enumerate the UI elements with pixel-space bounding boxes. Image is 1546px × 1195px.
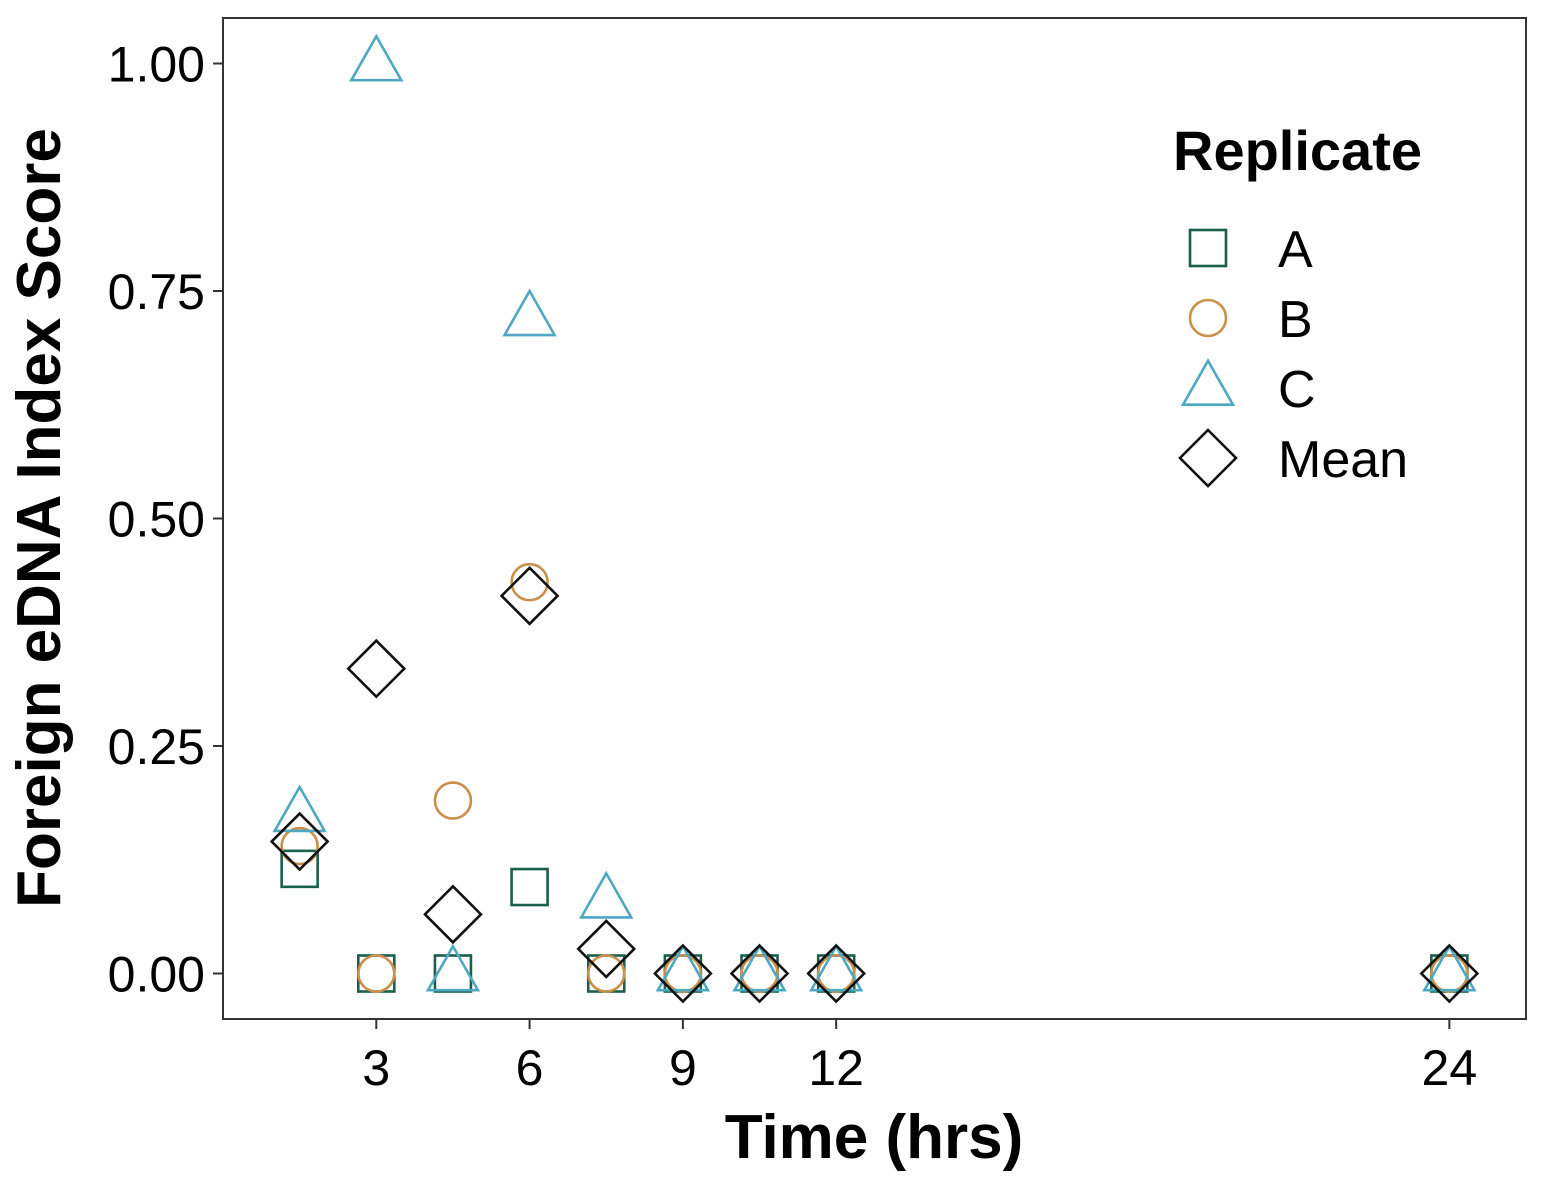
legend-label-b: B xyxy=(1278,291,1313,349)
y-tick-label: 0.75 xyxy=(108,264,205,320)
x-axis: 3 6 9 12 24 xyxy=(362,1019,1477,1096)
point-mean xyxy=(346,638,407,699)
x-tick-label: 12 xyxy=(808,1040,864,1096)
x-tick-label: 6 xyxy=(516,1040,544,1096)
point-b xyxy=(280,826,319,866)
x-tick-label: 3 xyxy=(362,1040,390,1096)
point-b xyxy=(510,562,549,602)
y-tick-label: 0.50 xyxy=(108,492,205,548)
legend-key-a xyxy=(1188,228,1228,268)
point-c xyxy=(1422,943,1477,992)
point-c xyxy=(349,33,404,82)
point-mean xyxy=(269,811,330,872)
legend-label-c: C xyxy=(1278,361,1316,419)
x-tick-label: 24 xyxy=(1422,1040,1478,1096)
legend-label-a: A xyxy=(1278,221,1313,279)
point-mean xyxy=(653,943,713,1004)
y-axis-title: Foreign eDNA Index Score xyxy=(5,128,74,908)
point-c xyxy=(425,943,481,992)
point-mean xyxy=(1419,943,1480,1004)
point-c xyxy=(808,943,864,992)
y-tick-label: 1.00 xyxy=(108,37,205,93)
point-a xyxy=(510,867,549,907)
point-mean xyxy=(806,943,867,1004)
data-points xyxy=(269,33,1480,1004)
point-b xyxy=(586,954,626,993)
point-mean xyxy=(729,943,790,1004)
legend-label-mean: Mean xyxy=(1278,431,1408,489)
point-a xyxy=(280,849,319,889)
y-tick-label: 0.25 xyxy=(108,719,205,775)
point-c xyxy=(655,943,711,992)
x-axis-title: Time (hrs) xyxy=(725,1103,1024,1172)
point-b xyxy=(433,781,473,820)
point-mean xyxy=(423,884,483,945)
y-tick-label: 0.00 xyxy=(108,947,205,1003)
point-mean xyxy=(499,566,560,626)
x-tick-label: 9 xyxy=(669,1040,697,1096)
legend: Replicate ABC Mean xyxy=(1173,119,1422,489)
point-b xyxy=(356,954,396,993)
y-axis: 0.00 0.25 0.50 0.75 1.00 xyxy=(108,37,223,1003)
legend-title: Replicate xyxy=(1173,119,1422,182)
legend-key-b xyxy=(1188,298,1228,338)
point-c xyxy=(579,870,634,919)
plot-panel xyxy=(222,17,1527,1020)
point-mean xyxy=(576,919,637,979)
point-c xyxy=(732,943,787,992)
legend-key-c xyxy=(1180,358,1236,407)
legend-key-mean xyxy=(1178,428,1238,488)
point-c xyxy=(502,288,557,337)
point-c xyxy=(272,784,327,833)
